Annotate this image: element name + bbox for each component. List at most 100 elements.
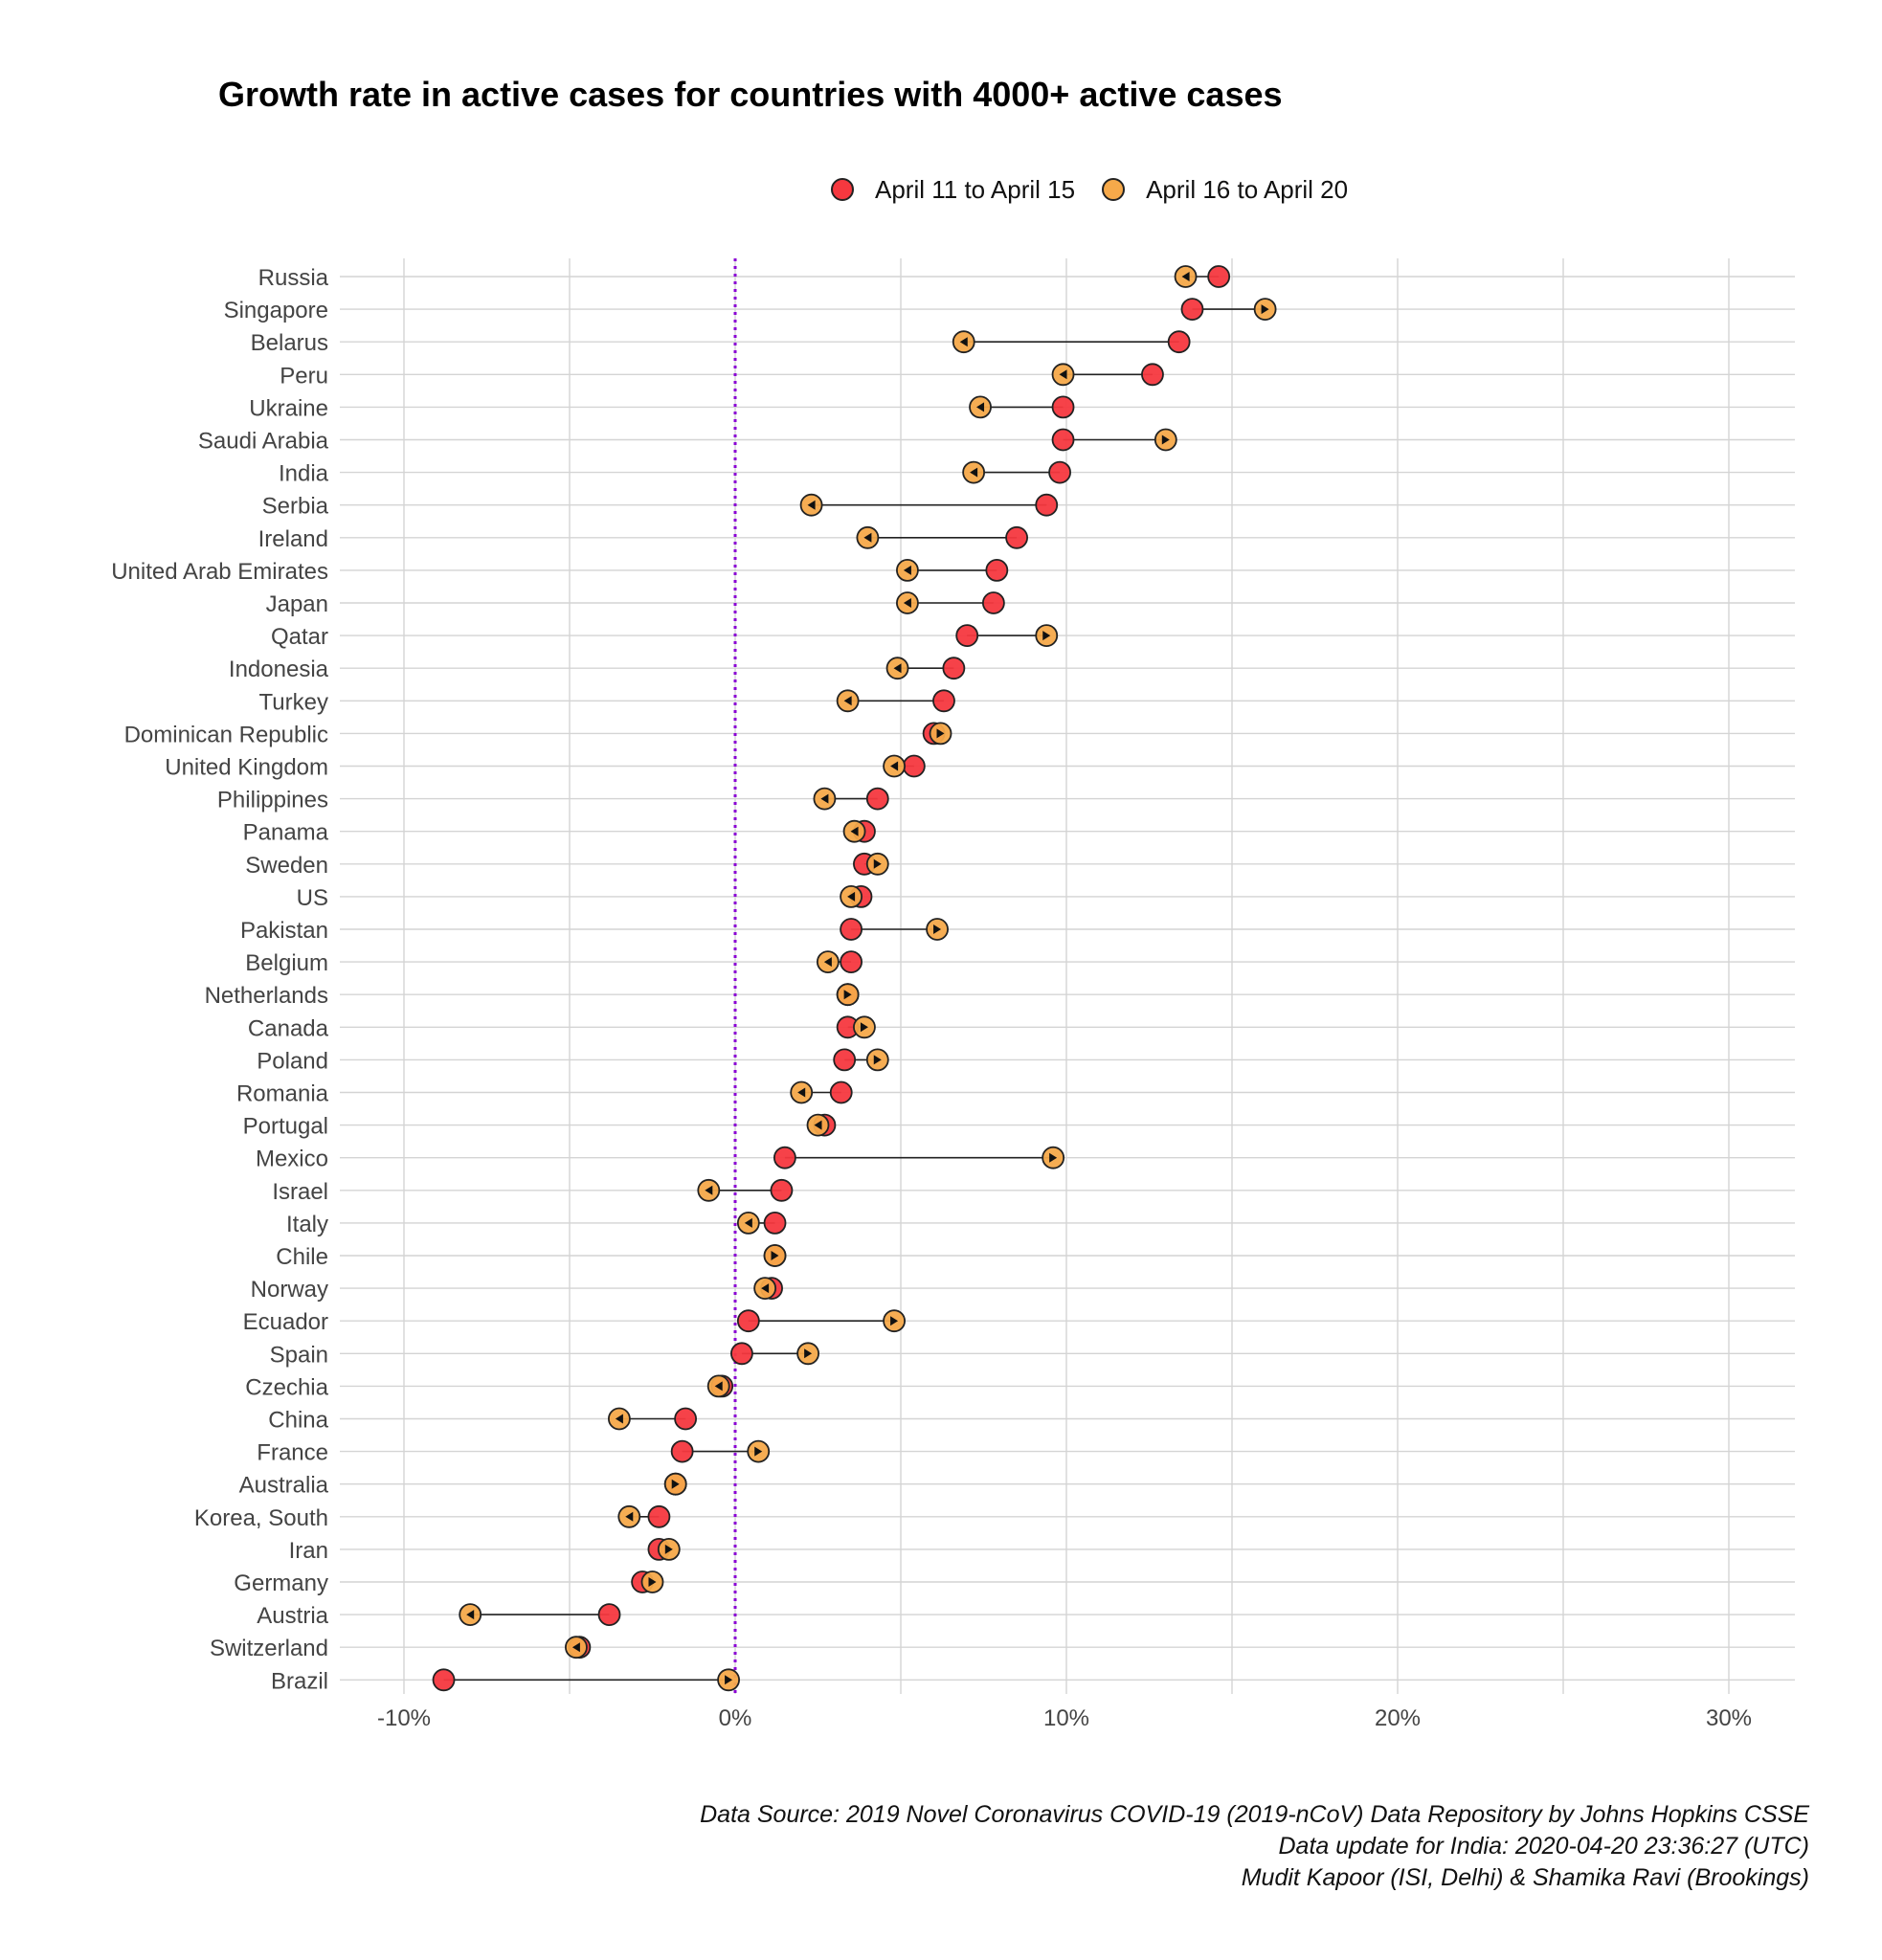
dumbbell-ukraine bbox=[969, 395, 1075, 419]
point-period1 bbox=[985, 559, 1009, 582]
dumbbell-peru bbox=[1051, 363, 1164, 387]
dumbbell-japan bbox=[896, 591, 1005, 614]
point-period1 bbox=[902, 754, 926, 778]
direction-arrow bbox=[664, 1544, 673, 1554]
legend-label-period1: April 11 to April 15 bbox=[875, 174, 1076, 204]
dumbbell-portugal bbox=[806, 1113, 837, 1137]
direction-arrow bbox=[863, 532, 872, 543]
dumbbell-saudi-arabia bbox=[1051, 428, 1177, 452]
dumbbell-russia bbox=[1174, 265, 1231, 288]
y-tick-label: Belarus bbox=[251, 330, 328, 356]
direction-arrow bbox=[1181, 272, 1190, 281]
direction-arrow bbox=[1161, 434, 1170, 445]
direction-arrow bbox=[843, 696, 852, 706]
dumbbell-ecuador bbox=[736, 1309, 906, 1333]
direction-arrow bbox=[843, 990, 852, 1000]
direction-arrow bbox=[823, 957, 832, 968]
direction-arrow bbox=[820, 793, 829, 804]
dumbbell-us bbox=[840, 885, 873, 908]
y-tick-label: Ireland bbox=[258, 526, 328, 552]
direction-arrow bbox=[847, 891, 856, 902]
y-tick-label: United Kingdom bbox=[165, 755, 328, 781]
y-tick-label: Ukraine bbox=[249, 395, 328, 421]
direction-arrow bbox=[970, 467, 978, 478]
y-tick-label: Iran bbox=[289, 1538, 328, 1564]
direction-arrow bbox=[1261, 304, 1269, 315]
dumbbell-united-arab-emirates bbox=[896, 559, 1009, 582]
direction-arrow bbox=[771, 1251, 779, 1260]
direction-arrow bbox=[725, 1675, 733, 1685]
dumbbell-romania bbox=[790, 1080, 853, 1104]
direction-arrow bbox=[933, 924, 942, 934]
direction-arrow bbox=[860, 1022, 868, 1033]
y-tick-label: US bbox=[297, 885, 328, 911]
y-tick-label: Saudi Arabia bbox=[198, 429, 329, 455]
dumbbell-germany bbox=[631, 1570, 664, 1593]
point-period1 bbox=[597, 1603, 621, 1626]
y-tick-label: Dominican Republic bbox=[124, 722, 328, 747]
caption: Data Source: 2019 Novel Coronavirus COVI… bbox=[700, 1799, 1809, 1894]
point-period1 bbox=[770, 1178, 794, 1202]
legend-swatch-period2 bbox=[1102, 178, 1126, 201]
point-period1 bbox=[670, 1439, 694, 1463]
direction-arrow bbox=[466, 1610, 475, 1620]
dumbbell-mexico bbox=[773, 1146, 1065, 1169]
y-tick-label: Sweden bbox=[245, 853, 328, 879]
y-tick-label: Mexico bbox=[256, 1147, 328, 1172]
y-tick-label: Korea, South bbox=[194, 1505, 328, 1531]
direction-arrow bbox=[873, 858, 882, 869]
chart-title: Growth rate in active cases for countrie… bbox=[218, 75, 1283, 114]
dumbbell-italy bbox=[736, 1212, 787, 1235]
direction-arrow bbox=[873, 1055, 882, 1065]
dumbbell-philippines bbox=[813, 787, 889, 811]
direction-arrow bbox=[850, 826, 859, 836]
point-period1 bbox=[1180, 298, 1204, 322]
dumbbell-australia bbox=[663, 1472, 687, 1496]
point-period1 bbox=[647, 1504, 671, 1528]
y-tick-label: France bbox=[257, 1440, 328, 1466]
point-period1 bbox=[1051, 395, 1075, 419]
point-period1 bbox=[840, 950, 863, 973]
legend: April 11 to April 15 April 16 to April 2… bbox=[831, 172, 1375, 207]
direction-arrow bbox=[705, 1185, 713, 1195]
dumbbell-czechia bbox=[706, 1374, 734, 1398]
y-tick-label: Chile bbox=[276, 1244, 328, 1270]
y-tick-label: China bbox=[268, 1408, 328, 1434]
y-tick-label: Czechia bbox=[245, 1374, 328, 1400]
y-tick-label: Pakistan bbox=[240, 918, 328, 944]
y-tick-label: Italy bbox=[286, 1212, 328, 1237]
point-period1 bbox=[432, 1668, 456, 1692]
y-tick-label: Indonesia bbox=[229, 657, 329, 682]
legend-label-period2: April 16 to April 20 bbox=[1146, 174, 1349, 204]
dumbbell-canada bbox=[836, 1015, 876, 1039]
direction-arrow bbox=[1042, 631, 1051, 641]
y-tick-label: Austria bbox=[257, 1603, 328, 1629]
direction-arrow bbox=[714, 1381, 723, 1392]
y-tick-label: Philippines bbox=[217, 788, 328, 813]
y-tick-label: Netherlands bbox=[205, 983, 328, 1009]
point-period1 bbox=[1051, 428, 1075, 452]
x-axis-tick-labels: -10% 0% 10% 20% 30% bbox=[377, 1705, 1752, 1731]
dumbbell-france bbox=[670, 1439, 771, 1463]
y-tick-label: Switzerland bbox=[210, 1636, 328, 1661]
dumbbell-belarus bbox=[952, 330, 1191, 354]
direction-arrow bbox=[936, 728, 945, 739]
legend-swatch-period1 bbox=[831, 178, 854, 201]
x-tick-label: 0% bbox=[719, 1705, 752, 1731]
point-period1 bbox=[840, 918, 863, 941]
x-tick-label: 10% bbox=[1043, 1705, 1089, 1731]
y-tick-label: Serbia bbox=[262, 494, 329, 520]
direction-arrow bbox=[615, 1414, 623, 1424]
dumbbell-israel bbox=[697, 1178, 794, 1202]
direction-arrow bbox=[648, 1577, 657, 1587]
direction-arrow bbox=[807, 500, 816, 510]
y-tick-label: Brazil bbox=[271, 1668, 328, 1694]
direction-arrow bbox=[761, 1283, 770, 1294]
y-tick-label: Australia bbox=[239, 1473, 329, 1499]
point-period1 bbox=[1048, 460, 1071, 484]
y-tick-label: Turkey bbox=[259, 689, 328, 715]
dumbbell-united-kingdom bbox=[883, 754, 926, 778]
dumbbell-brazil bbox=[432, 1668, 740, 1692]
y-tick-label: Norway bbox=[251, 1277, 328, 1303]
dumbbell-korea-south bbox=[617, 1504, 671, 1528]
